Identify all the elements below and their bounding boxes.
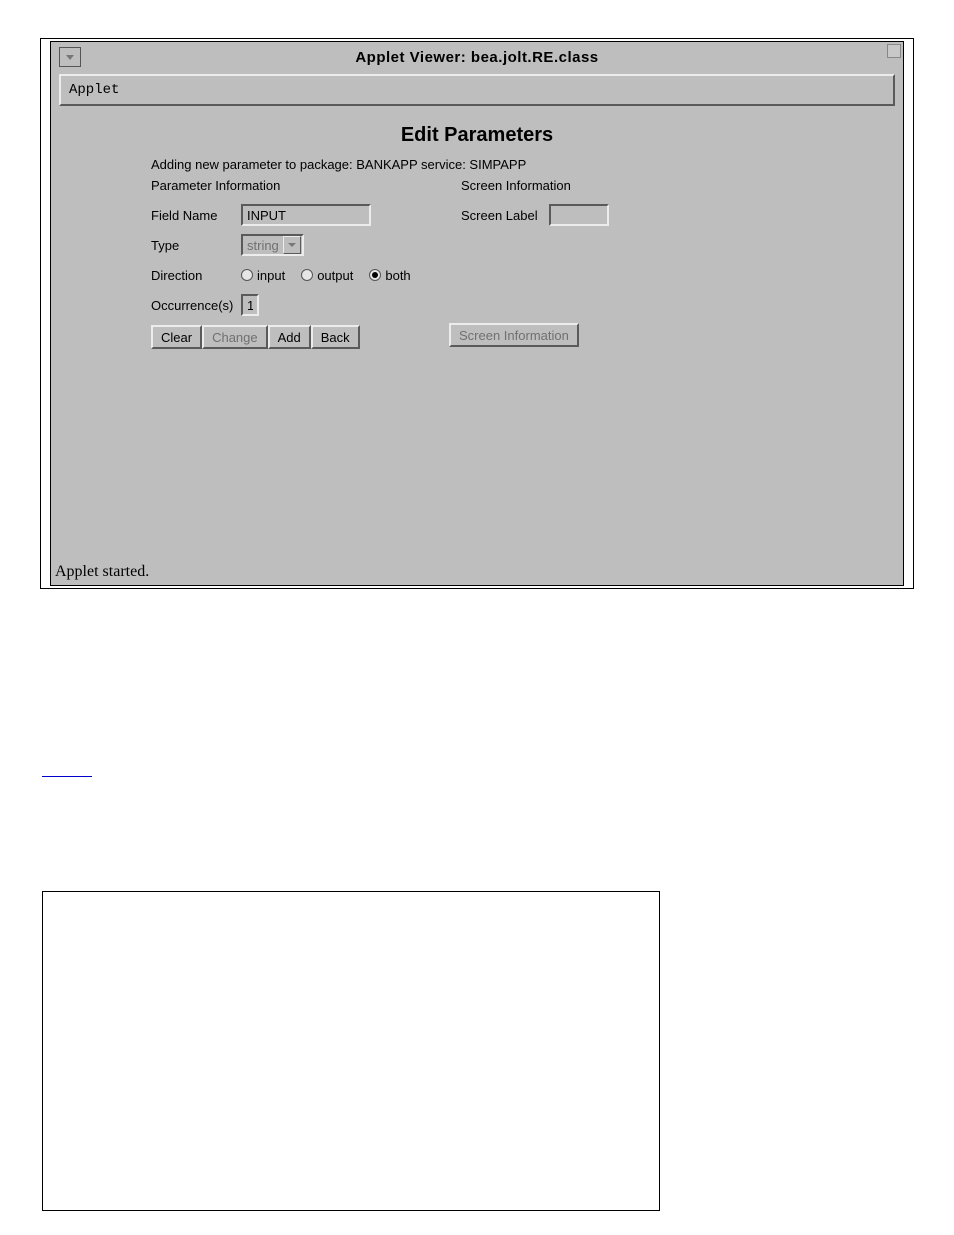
change-button[interactable]: Change [202, 325, 268, 349]
triangle-down-icon [64, 53, 76, 61]
screen-label-label: Screen Label [461, 208, 549, 223]
menu-applet[interactable]: Applet [69, 82, 119, 98]
type-select-value: string [243, 238, 283, 253]
radio-icon [369, 269, 381, 281]
menubar: Applet [59, 74, 895, 106]
type-select[interactable]: string [241, 234, 304, 256]
add-button[interactable]: Add [268, 325, 311, 349]
right-button-row: Screen Information [449, 323, 721, 347]
dropdown-arrow-icon [283, 236, 301, 254]
direction-radio-input[interactable]: input [241, 268, 285, 283]
system-menu-button[interactable] [59, 47, 81, 67]
radio-icon [301, 269, 313, 281]
window-control-box[interactable] [887, 44, 901, 58]
type-row: Type string [151, 231, 461, 259]
occurrence-label: Occurrence(s) [151, 298, 241, 313]
radio-icon [241, 269, 253, 281]
direction-label: Direction [151, 268, 241, 283]
content-area: Edit Parameters Adding new parameter to … [51, 106, 903, 349]
radio-label-output: output [317, 268, 353, 283]
screen-label-input[interactable] [549, 204, 609, 226]
form-area: Parameter Information Field Name Type st… [151, 178, 893, 349]
screen-label-row: Screen Label [461, 201, 721, 229]
window-title: Applet Viewer: bea.jolt.RE.class [51, 49, 903, 66]
direction-radio-group: input output both [241, 268, 421, 283]
outer-frame: Applet Viewer: bea.jolt.RE.class Applet … [40, 38, 914, 589]
type-label: Type [151, 238, 241, 253]
radio-label-input: input [257, 268, 285, 283]
screen-info-column: Screen Information Screen Label Screen I… [461, 178, 721, 349]
status-bar: Applet started. [55, 563, 149, 581]
parameter-info-column: Parameter Information Field Name Type st… [151, 178, 461, 349]
occurrence-input[interactable] [241, 294, 259, 316]
back-button[interactable]: Back [311, 325, 360, 349]
left-button-row: Clear Change Add Back [151, 325, 461, 349]
applet-window: Applet Viewer: bea.jolt.RE.class Applet … [50, 41, 904, 586]
occurrence-row: Occurrence(s) [151, 291, 461, 319]
field-name-row: Field Name [151, 201, 461, 229]
field-name-input[interactable] [241, 204, 371, 226]
link-underline[interactable] [42, 759, 92, 777]
titlebar: Applet Viewer: bea.jolt.RE.class [51, 42, 903, 72]
parameter-info-label: Parameter Information [151, 178, 461, 193]
field-name-label: Field Name [151, 208, 241, 223]
screen-information-button[interactable]: Screen Information [449, 323, 579, 347]
clear-button[interactable]: Clear [151, 325, 202, 349]
direction-radio-output[interactable]: output [301, 268, 353, 283]
page-subtitle: Adding new parameter to package: BANKAPP… [151, 157, 893, 172]
radio-label-both: both [385, 268, 410, 283]
screen-info-label: Screen Information [461, 178, 721, 193]
empty-frame [42, 891, 660, 1211]
direction-radio-both[interactable]: both [369, 268, 410, 283]
spacer [461, 231, 721, 317]
page-heading: Edit Parameters [61, 124, 893, 147]
direction-row: Direction input output [151, 261, 461, 289]
